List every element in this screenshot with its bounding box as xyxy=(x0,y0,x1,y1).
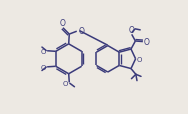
Text: O: O xyxy=(41,48,46,54)
Text: O: O xyxy=(59,19,65,28)
Text: O: O xyxy=(41,64,46,70)
Text: O: O xyxy=(78,27,84,36)
Text: O: O xyxy=(62,80,67,86)
Text: O: O xyxy=(137,56,142,62)
Text: O: O xyxy=(143,38,149,47)
Text: O: O xyxy=(129,25,134,34)
